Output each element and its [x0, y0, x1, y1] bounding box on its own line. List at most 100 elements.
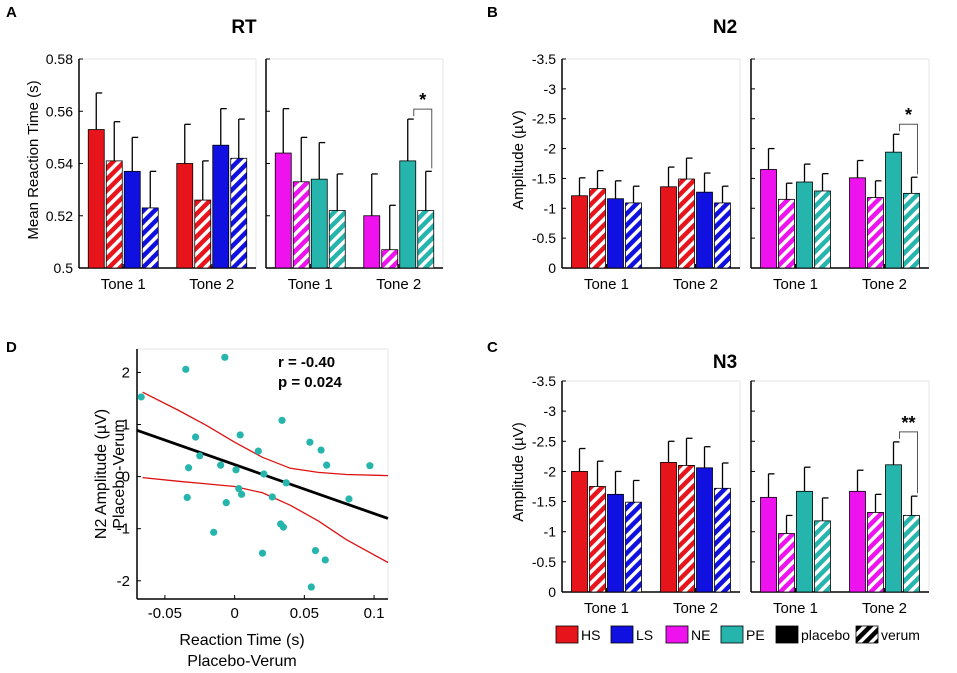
- legend-label-pe: PE: [746, 627, 765, 643]
- bar-b-ne-verum-tone1: [778, 198, 795, 269]
- bar-b-ls-placebo-tone2: [696, 191, 713, 269]
- y-tick-label: 0.5: [54, 260, 74, 276]
- y-axis-label-n2: Amplitude (µV): [510, 110, 527, 210]
- scatter-point: [258, 549, 267, 557]
- scatter-point: [282, 479, 290, 487]
- panel-letter-a: A: [6, 4, 17, 21]
- y-tick-label: -1: [544, 524, 557, 540]
- y-tick-label: -1: [117, 521, 130, 538]
- scatter-point: [345, 495, 353, 503]
- y-tick-label: -2: [544, 141, 557, 157]
- y-tick-label: 0.54: [46, 156, 73, 172]
- confidence-band-upper: [142, 391, 389, 477]
- significance-bracket: [899, 431, 918, 494]
- y-tick-label: 1: [122, 417, 130, 434]
- legend-swatch-hs: [555, 625, 579, 644]
- x-tick-label: Tone 2: [376, 276, 421, 293]
- bar-c-ne-verum-tone1: [778, 533, 795, 593]
- legend-label-ne: NE: [691, 627, 710, 643]
- x-tick-label: Tone 2: [673, 276, 718, 293]
- scatter-annotation-r: r = -0.40: [278, 354, 335, 371]
- scatter-xlabel-line2: Placebo-Verum: [187, 653, 296, 670]
- bar-a-ne-placebo-tone1: [274, 152, 292, 269]
- scatter-point: [311, 546, 320, 555]
- scatter-point: [321, 556, 329, 564]
- x-tick-label: Tone 1: [773, 276, 818, 293]
- legend-swatch-pe: [720, 625, 744, 644]
- bar-a-hs-placebo-tone1: [87, 129, 105, 269]
- bar-a-hs-verum-tone2: [194, 199, 212, 269]
- y-tick-label: -1.5: [532, 494, 556, 510]
- bar-c-pe-verum-tone1: [814, 520, 831, 593]
- bar-b-ls-verum-tone2: [714, 202, 731, 269]
- scatter-ylabel-line2: Placebo-Verum: [111, 419, 128, 528]
- panel-b-subplot-1: 0 -0.5 -1 -1.5 -2 -2.5 -3 -3.5 Tone 1 Tone 2: [532, 51, 741, 293]
- scatter-point: [236, 431, 244, 439]
- legend-swatch-ne: [665, 625, 689, 644]
- scatter-point: [366, 462, 374, 470]
- scatter-annotation-p: p = 0.024: [278, 374, 342, 391]
- y-tick-label: -2.5: [532, 433, 556, 449]
- scatter-point: [221, 353, 229, 361]
- bar-a-ls-placebo-tone2: [212, 144, 230, 269]
- scatter-point: [254, 447, 262, 455]
- scatter-point: [182, 365, 190, 373]
- y-tick-label: -3.5: [532, 51, 556, 67]
- significance-label: *: [419, 90, 426, 110]
- x-tick-label: Tone 2: [862, 276, 907, 293]
- y-axis-label-n3: Amplitude (µV): [510, 422, 527, 522]
- scatter-xlabel-line1: Reaction Time (s): [179, 632, 304, 649]
- panel-letter-b: B: [487, 4, 498, 21]
- bar-b-ne-placebo-tone2: [849, 177, 866, 269]
- scatter-point: [307, 583, 315, 591]
- legend-label-verum: verum: [881, 627, 920, 643]
- bar-a-pe-verum-tone1: [328, 210, 346, 269]
- bar-b-pe-placebo-tone2: [885, 151, 902, 269]
- x-tick-label: 0.1: [364, 605, 385, 622]
- x-tick-label: -0.05: [148, 605, 182, 622]
- bar-b-ls-placebo-tone1: [607, 198, 624, 269]
- panel-a-subplot-1: 0.5 0.52 0.54 0.56 0.58 Tone 1 Tone 2: [46, 51, 257, 293]
- x-tick-label: Tone 2: [673, 600, 718, 617]
- bar-c-pe-verum-tone2: [903, 515, 920, 593]
- legend-label-hs: HS: [581, 627, 600, 643]
- scatter-point: [235, 484, 243, 493]
- y-tick-label: 0.56: [46, 103, 73, 119]
- scatter-point: [137, 393, 145, 401]
- bar-c-ls-verum-tone2: [714, 487, 731, 593]
- y-tick-label: 0: [122, 469, 130, 486]
- bar-c-hs-verum-tone1: [589, 486, 606, 593]
- y-tick-label: -3: [544, 81, 557, 97]
- bar-a-ne-placebo-tone2: [363, 215, 381, 269]
- confidence-band-lower: [142, 476, 389, 564]
- x-tick-label: Tone 1: [288, 276, 333, 293]
- scatter-point: [237, 490, 246, 498]
- bar-a-hs-verum-tone1: [105, 160, 123, 269]
- bar-b-ls-verum-tone1: [625, 202, 642, 269]
- legend-swatch-verum: [855, 625, 879, 644]
- scatter-point: [317, 446, 325, 454]
- bar-c-ls-placebo-tone2: [696, 467, 713, 593]
- scatter-point: [323, 461, 331, 469]
- x-tick-label: Tone 2: [862, 600, 907, 617]
- bar-c-pe-placebo-tone1: [796, 490, 813, 593]
- scatter-point: [306, 438, 314, 446]
- bar-c-ne-placebo-tone2: [849, 490, 866, 593]
- scatter-point: [217, 461, 225, 469]
- bar-b-hs-verum-tone2: [678, 178, 695, 269]
- bar-c-hs-placebo-tone2: [660, 461, 677, 593]
- significance-label: *: [905, 105, 912, 125]
- bar-c-ls-placebo-tone1: [607, 493, 624, 593]
- bar-a-hs-placebo-tone2: [176, 163, 194, 269]
- x-tick-label: 0.05: [290, 605, 319, 622]
- x-tick-label: Tone 1: [584, 276, 629, 293]
- y-tick-label: 0.52: [46, 208, 73, 224]
- y-tick-label: -0.5: [532, 230, 556, 246]
- chart-title-rt: RT: [231, 17, 257, 38]
- y-tick-label: -2: [117, 573, 130, 590]
- y-tick-label: 0: [548, 260, 556, 276]
- x-tick-label: Tone 2: [189, 276, 234, 293]
- panel-b-subplot-2: Tone 1 Tone 2 *: [750, 58, 930, 293]
- y-axis-label-rt: Mean Reaction Time (s): [25, 80, 42, 239]
- scatter-point: [184, 464, 193, 472]
